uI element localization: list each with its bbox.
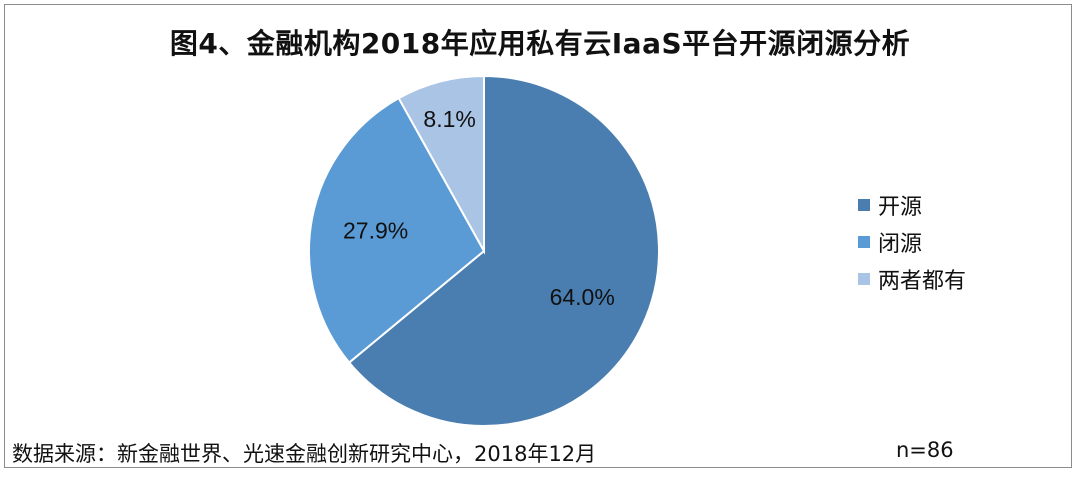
legend-label: 闭源 (878, 231, 923, 257)
legend-swatch (858, 235, 870, 248)
legend-item-open-source: 开源 (858, 186, 966, 223)
legend-label: 两者都有 (878, 268, 967, 294)
pie-slice-0 (347, 74, 660, 427)
legend-swatch (858, 272, 870, 285)
sample-size: n=86 (896, 438, 954, 462)
pie-data-label-1: 27.9% (343, 218, 408, 244)
legend: 开源 闭源 两者都有 (858, 186, 966, 297)
pie-data-label-2: 8.1% (423, 106, 475, 132)
legend-swatch (858, 198, 870, 211)
pie-data-label-0: 64.0% (550, 284, 615, 310)
data-source-note: 数据来源：新金融世界、光速金融创新研究中心，2018年12月 (12, 442, 597, 466)
legend-item-closed-source: 闭源 (858, 223, 966, 260)
legend-item-both: 两者都有 (858, 260, 966, 297)
pie-slice-2 (397, 74, 485, 255)
pie-slice-1 (308, 96, 486, 364)
legend-label: 开源 (878, 194, 923, 220)
chart-title: 图4、金融机构2018年应用私有云IaaS平台开源闭源分析 (169, 27, 911, 60)
